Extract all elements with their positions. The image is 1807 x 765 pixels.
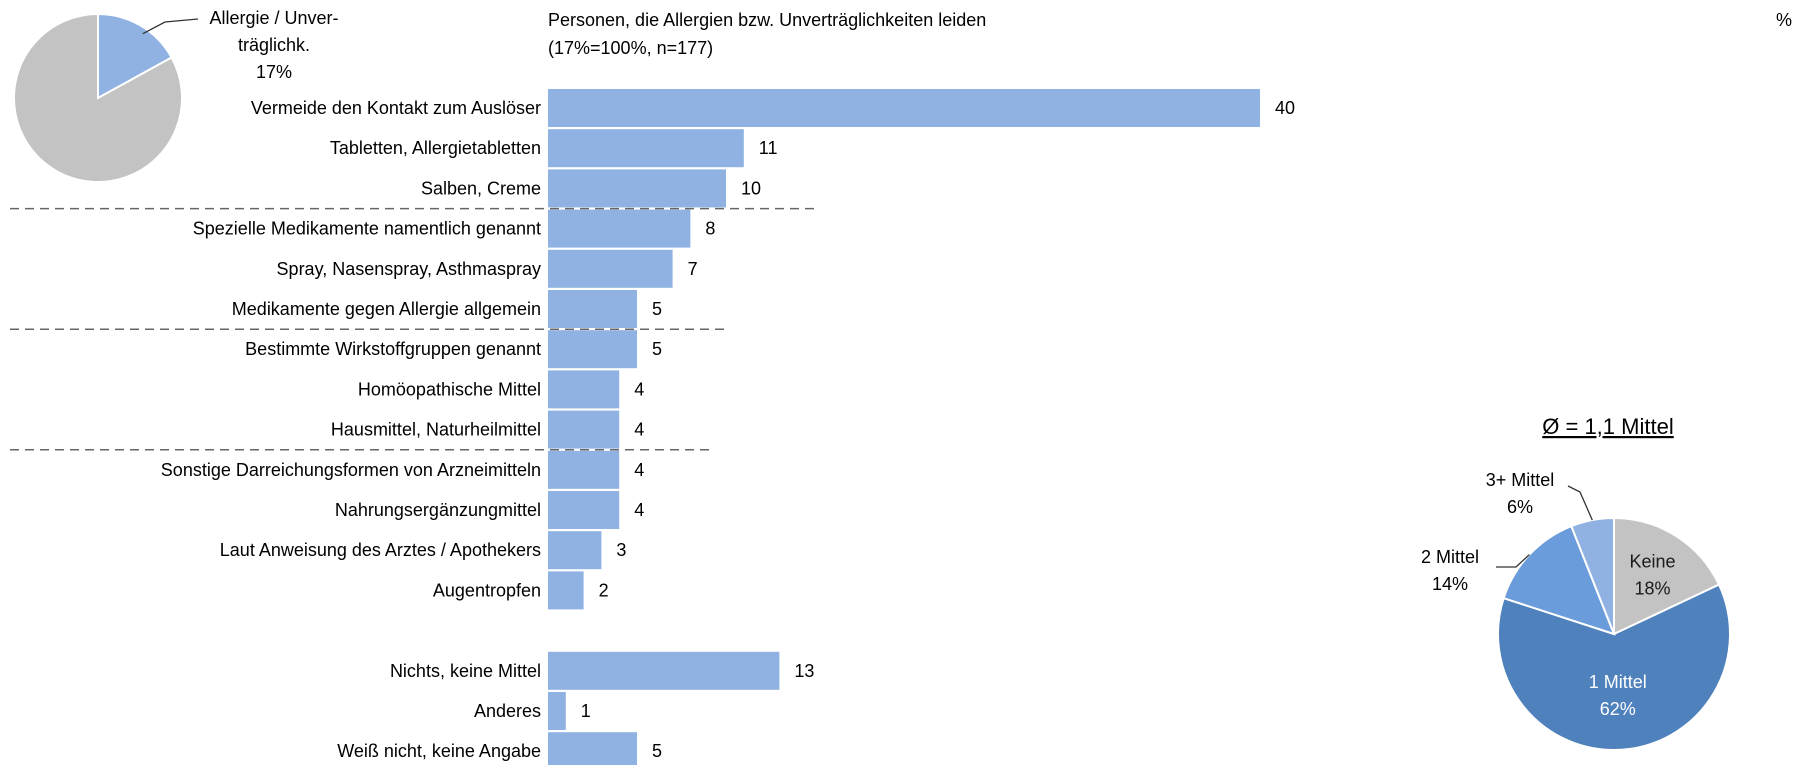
unit-label: % <box>1776 10 1792 30</box>
svg-text:2 Mittel: 2 Mittel <box>1421 547 1479 567</box>
svg-text:träglichk.: träglichk. <box>238 35 310 55</box>
bar-sonstige-darreichungsformen-von-arzneimitteln <box>548 450 620 489</box>
category-label: Laut Anweisung des Arztes / Apothekers <box>220 540 541 560</box>
value-label: 1 <box>581 701 591 721</box>
category-label: Weiß nicht, keine Angabe <box>337 741 541 761</box>
value-label: 8 <box>705 219 715 239</box>
category-label: Salben, Creme <box>421 178 541 198</box>
value-label: 10 <box>741 178 761 198</box>
share-slice-label: Allergie / Unver-träglichk. 17% <box>209 8 338 82</box>
bar-spezielle-medikamente-namentlich-genannt <box>548 209 691 248</box>
bar-series: Vermeide den Kontakt zum Auslöser 40 Table… <box>161 89 1295 765</box>
category-label: Spray, Nasenspray, Asthmaspray <box>277 259 541 279</box>
svg-text:1 Mittel: 1 Mittel <box>1589 672 1647 692</box>
share-leader-line <box>142 18 199 35</box>
bar-wei-nicht-keine-angabe <box>548 732 637 765</box>
count-slice-3-mittel <box>1570 516 1615 635</box>
svg-text:14%: 14% <box>1432 574 1468 594</box>
svg-text:Keine: Keine <box>1630 551 1676 571</box>
category-label: Hausmittel, Naturheilmittel <box>331 420 541 440</box>
value-label: 3 <box>616 540 626 560</box>
value-label: 40 <box>1275 98 1295 118</box>
share-slice-allergie-unver <box>97 12 173 100</box>
category-label: Bestimmte Wirkstoffgruppen genannt <box>245 339 541 359</box>
category-label: Sonstige Darreichungsformen von Arzneimi… <box>161 460 541 480</box>
category-label: Nahrungsergänzungmittel <box>335 500 541 520</box>
category-label: Medikamente gegen Allergie allgemein <box>232 299 541 319</box>
category-label: Augentropfen <box>433 580 541 600</box>
bar-anderes <box>548 692 566 730</box>
count-slice-label: Keine 18% <box>1630 551 1676 598</box>
value-label: 5 <box>652 741 662 761</box>
value-label: 4 <box>634 420 644 440</box>
allergy-share-pie: Allergie / Unver-träglichk. 17% <box>13 8 339 183</box>
value-label: 13 <box>794 661 814 681</box>
bar-salben-creme <box>548 169 726 208</box>
value-label: 4 <box>634 500 644 520</box>
count-slice-keine <box>1613 516 1721 636</box>
group-separators <box>10 207 816 451</box>
bar-tabletten-allergietabletten <box>548 129 744 168</box>
value-label: 2 <box>599 580 609 600</box>
bar-laut-anweisung-des-arztes-apothekers <box>548 531 602 570</box>
bar-hausmittel-naturheilmittel <box>548 410 620 449</box>
svg-text:18%: 18% <box>1635 578 1671 598</box>
category-label: Anderes <box>474 701 541 721</box>
svg-text:62%: 62% <box>1600 699 1636 719</box>
bar-bestimmte-wirkstoffgruppen-genannt <box>548 330 637 369</box>
category-label: Tabletten, Allergietabletten <box>330 138 541 158</box>
value-label: 4 <box>634 379 644 399</box>
category-label: Spezielle Medikamente namentlich genannt <box>193 219 541 239</box>
count-slice-1-mittel <box>1497 583 1731 751</box>
share-slice-item <box>13 12 183 183</box>
count-leader-line <box>1496 554 1530 568</box>
bar-augentropfen <box>548 571 584 610</box>
count-slice-2-mittel <box>1502 524 1616 636</box>
bar-nichts-keine-mittel <box>548 651 780 690</box>
svg-text:6%: 6% <box>1507 497 1533 517</box>
svg-text:17%: 17% <box>256 62 292 82</box>
count-slice-label: 3+ Mittel 6% <box>1486 470 1555 517</box>
value-label: 7 <box>688 259 698 279</box>
category-label: Nichts, keine Mittel <box>390 661 541 681</box>
value-label: 11 <box>759 138 778 158</box>
svg-text:3+ Mittel: 3+ Mittel <box>1486 470 1555 490</box>
count-slice-label: 1 Mittel 62% <box>1589 672 1647 719</box>
category-label: Vermeide den Kontakt zum Auslöser <box>251 98 541 118</box>
bar-spray-nasenspray-asthmaspray <box>548 249 673 288</box>
value-label: 5 <box>652 339 662 359</box>
value-label: 4 <box>634 460 644 480</box>
count-pie: Keine 18% 1 Mittel 62% 2 Mittel 14% 3+ Mittel 6… <box>1421 470 1731 751</box>
count-pie-title: Ø = 1,1 Mittel <box>1542 414 1673 439</box>
bar-nahrungserg-nzungmittel <box>548 491 620 529</box>
svg-text:Allergie / Unver-: Allergie / Unver- <box>209 8 338 28</box>
category-label: Homöopathische Mittel <box>358 379 541 399</box>
count-slice-label: 2 Mittel 14% <box>1421 547 1479 594</box>
chart-subtitle: (17%=100%, n=177) <box>548 38 713 58</box>
bar-hom-opathische-mittel <box>548 370 620 409</box>
chart-title: Personen, die Allergien bzw. Unverträgli… <box>548 10 986 30</box>
bar-medikamente-gegen-allergie-allgemein <box>548 290 637 328</box>
count-leader-line <box>1567 485 1593 521</box>
value-label: 5 <box>652 299 662 319</box>
bar-vermeide-den-kontakt-zum-ausl-ser <box>548 89 1260 127</box>
